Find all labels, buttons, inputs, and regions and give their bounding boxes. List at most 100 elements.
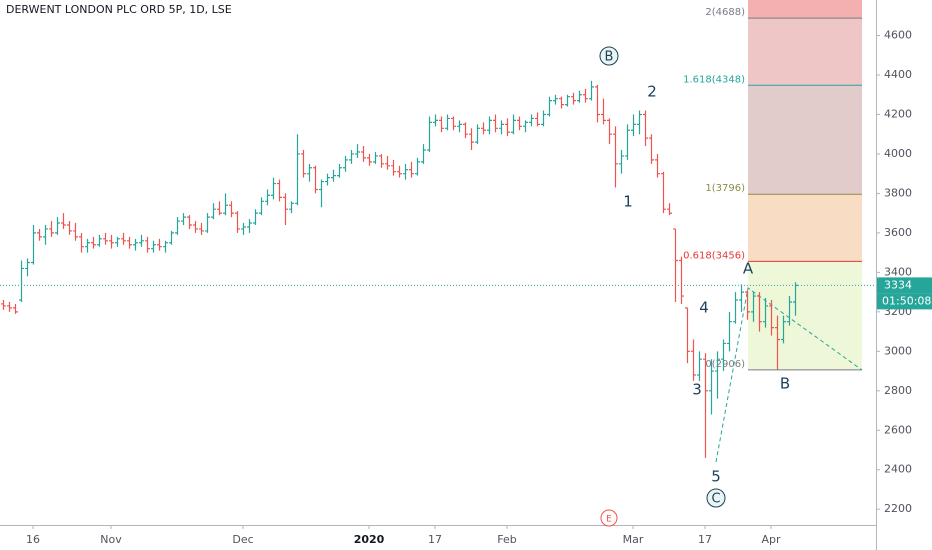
ohlc-bar [157,238,162,251]
y-tick-label: 2200 [884,502,912,515]
ohlc-bar [547,96,552,117]
ohlc-bar [445,114,450,131]
y-tick-label: 2800 [884,384,912,397]
ohlc-bar [91,236,96,249]
price-tag-label: 3334 [884,278,912,291]
ohlc-bar [49,221,54,237]
price-tag [877,277,932,294]
ohlc-bar [793,282,798,316]
fib-zone [748,194,862,262]
ohlc-bar [85,238,90,253]
ohlc-bar [271,177,276,200]
fib-zone [748,0,862,19]
ohlc-bar [589,80,594,101]
y-tick-label: 2600 [884,423,912,436]
ohlc-bar [481,122,486,135]
ohlc-bar [13,303,18,314]
wave-circle [706,488,726,508]
wave-label: 4 [699,299,709,317]
ohlc-bar [25,258,30,277]
ohlc-bar [613,126,618,188]
wave-circle [599,46,619,66]
ohlc-bar [439,116,444,133]
ohlc-bar [583,88,588,103]
ohlc-bar [355,144,360,158]
ohlc-bar [205,213,210,233]
ohlc-bar [595,84,600,123]
event-label: E [606,515,612,525]
ohlc-bar [295,134,300,206]
ohlc-bar [31,225,36,265]
ohlc-bar [619,150,624,174]
ohlc-bar [649,134,654,164]
ohlc-bar [433,114,438,127]
ohlc-bar [697,351,702,381]
event-circle [600,509,618,527]
ohlc-bar [763,298,768,328]
ohlc-bar [37,228,42,241]
ohlc-bar [385,155,390,170]
ohlc-bar [241,223,246,235]
y-tick-label: 3400 [884,265,912,278]
wave-label: 3 [692,381,702,399]
ohlc-bar [709,359,714,415]
ohlc-bar [229,201,234,218]
ohlc-bar [673,228,678,302]
ohlc-bar [745,290,750,320]
ohlc-bar [163,240,168,253]
ohlc-bar [247,219,252,233]
ohlc-bar [133,238,138,251]
ohlc-bar [349,150,354,164]
ohlc-bar [361,146,366,162]
ohlc-bar [463,122,468,139]
y-tick-label: 4000 [884,147,912,160]
ohlc-bar [751,292,756,322]
ohlc-bar [631,114,636,137]
ohlc-bar [193,221,198,233]
wave-line [715,287,863,463]
ohlc-bar [397,165,402,178]
ohlc-bar [43,225,48,245]
x-tick-label: 17 [698,533,712,546]
ohlc-bar [535,112,540,127]
ohlc-bar [667,203,672,216]
x-tick-label: Apr [761,533,781,546]
ohlc-bar [181,213,186,225]
ohlc-bar [73,223,78,241]
ohlc-bar [391,159,396,176]
ohlc-bar [343,155,348,172]
y-tick-label: 4400 [884,68,912,81]
ohlc-bar [259,197,264,216]
ohlc-bar [325,173,330,186]
fib-label: 0.618(3456) [683,250,745,261]
ohlc-bar [403,163,408,180]
ohlc-bar [367,153,372,166]
ohlc-bar [79,232,84,253]
ohlc-bar [691,339,696,381]
ohlc-bar [565,94,570,107]
y-tick-label: 3800 [884,186,912,199]
ohlc-bar [61,213,66,229]
ohlc-bar [217,201,222,216]
ohlc-bar [685,307,690,364]
ohlc-bar [469,128,474,150]
x-tick-label: 17 [428,533,442,546]
ohlc-bar [235,211,240,233]
fib-label: 0(2906) [705,359,745,370]
x-tick-label: 16 [26,533,40,546]
fib-zone [748,18,862,86]
x-tick-label: Mar [623,533,644,546]
ohlc-bar [319,179,324,208]
ohlc-bar [175,217,180,235]
ohlc-bar [607,118,612,145]
ohlc-bar [661,171,666,214]
ohlc-bar [223,193,228,216]
ohlc-bar [337,163,342,178]
ohlc-bar [331,169,336,182]
wave-label: 2 [647,83,657,101]
ohlc-bar [415,157,420,176]
wave-label: 1 [623,193,633,211]
x-tick-label: 2020 [354,533,385,546]
ohlc-bar [301,150,306,178]
ohlc-bar [529,114,534,127]
